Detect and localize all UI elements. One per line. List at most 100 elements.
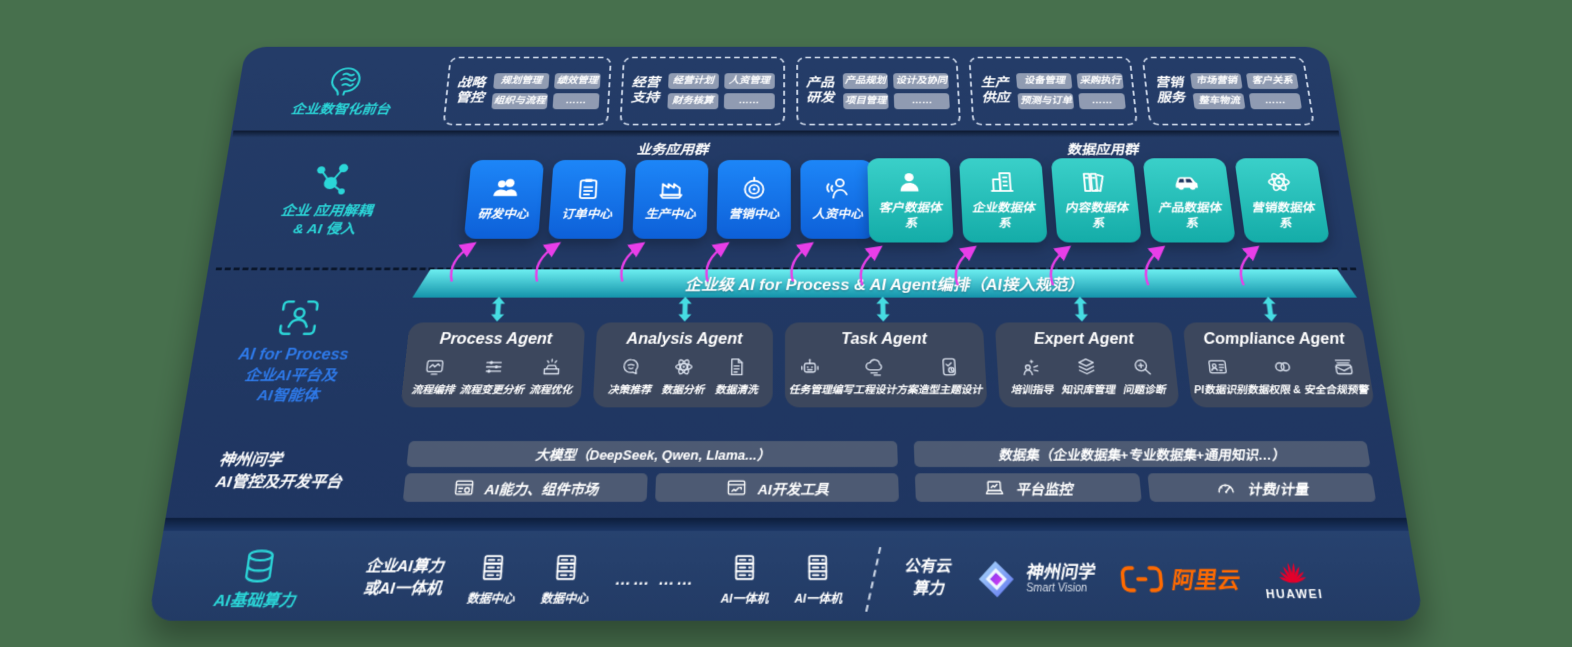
front-group-title: 经营 支持 <box>630 75 661 105</box>
business-group-title: 业务应用群 <box>636 142 709 158</box>
front-item: 设计及协同 <box>893 72 950 89</box>
cell-ai-devtools: AI开发工具 <box>655 473 900 502</box>
agent-card-analysis: Analysis Agent 决策推荐 数据分析 数据清洗 <box>592 296 773 408</box>
front-groups: 战略 管控 规划管理 绩效管理 组织与流程 …… 经营 支持 <box>442 56 1315 126</box>
front-layer: 企业数智化前台 战略 管控 规划管理 绩效管理 组织与流程 …… <box>232 47 1341 131</box>
agent-card-process: Process Agent 流程编排 流程变更分析 流程优化 <box>400 296 586 408</box>
front-item: …… <box>552 92 600 109</box>
person-icon <box>895 170 923 195</box>
app-box-hr-center: 人资中心 <box>800 160 875 239</box>
huawei-logo: HUAWEI <box>1261 557 1324 602</box>
front-item: 规划管理 <box>493 72 550 89</box>
database-icon <box>237 547 281 587</box>
infra-layer: AI基础算力 企业AI算力 或AI一体机 数据中心 数据中心 …… …… AI一… <box>148 530 1424 621</box>
app-box-order-center: 订单中心 <box>548 160 626 239</box>
data-box-content: 内容数据体系 <box>1051 158 1142 242</box>
app-box-marketing-center: 营销中心 <box>716 160 790 239</box>
data-app-group: 客户数据体系 企业数据体系 内容数据体系 <box>867 158 1330 242</box>
front-item: 经营计划 <box>667 72 719 89</box>
platform-label: 神州问学 AI管控及开发平台 <box>214 451 343 492</box>
target-icon <box>740 176 767 201</box>
front-item: 绩效管理 <box>554 72 601 89</box>
ai-platform-label: 企业AI平台及 AI智能体 <box>243 367 338 405</box>
app-box-rd-center: 研发中心 <box>464 160 544 239</box>
app-layer-label: 企业 应用解耦 & AI 侵入 <box>279 203 374 237</box>
magenta-flow-arrow <box>615 240 650 283</box>
front-item: 项目管理 <box>842 92 889 109</box>
cell-ai-capability: AI能力、组件市场 <box>402 473 648 502</box>
magenta-flow-arrow <box>701 240 735 283</box>
dataset-group: 数据集（企业数据集+专业数据集+通用知识…） 平台监控 计费/计量 <box>914 441 1377 502</box>
linked-circles-icon <box>1271 357 1295 378</box>
data-box-product: 产品数据体系 <box>1143 158 1236 242</box>
data-box-customer: 客户数据体系 <box>867 158 953 242</box>
magenta-flow-arrow <box>1137 243 1175 286</box>
front-layer-label: 企业数智化前台 <box>290 102 391 117</box>
atom-icon <box>1264 170 1295 195</box>
front-item: …… <box>1248 92 1302 109</box>
infra-legend: AI基础算力 <box>171 547 342 612</box>
agent-card-task: Task Agent 任务管理 编写工程设计方案 造型主题设计 <box>784 296 988 408</box>
infra-label: AI基础算力 <box>212 591 297 611</box>
cell-billing: 计费/计量 <box>1147 473 1377 502</box>
machine-sparkle-icon <box>541 357 564 378</box>
front-group-title: 营销 服务 <box>1154 75 1186 105</box>
front-group-supply: 生产 供应 设备管理 采购执行 预测与订单 …… <box>968 56 1139 126</box>
scan-person-icon <box>275 298 323 338</box>
updown-arrow-icon <box>875 296 891 322</box>
front-group-marketing: 营销 服务 市场营销 客户关系 整车物流 …… <box>1141 56 1315 126</box>
front-item: 整车物流 <box>1192 92 1246 109</box>
front-group-operation: 经营 支持 经营计划 人资管理 财务核算 …… <box>619 56 785 126</box>
app-box-production-center: 生产中心 <box>632 160 708 239</box>
window-tools-icon <box>726 477 747 498</box>
magenta-flow-arrow <box>949 243 985 286</box>
books-icon <box>1080 170 1109 195</box>
chat-head-icon <box>619 357 641 378</box>
node-appliance-1: AI一体机 <box>720 552 768 606</box>
clipboard-icon <box>574 176 602 201</box>
team-icon <box>491 176 520 201</box>
front-item: 采购执行 <box>1076 72 1124 89</box>
model-bar: 大模型（DeepSeek, Qwen, Llama...） <box>406 441 899 468</box>
business-app-group: 研发中心 订单中心 生产中心 营销中心 <box>464 160 875 239</box>
public-cloud-label: 公有云 算力 <box>903 558 952 599</box>
alibaba-brackets-icon <box>1119 565 1165 594</box>
car-icon <box>1172 170 1202 195</box>
data-group-title: 数据应用群 <box>1066 142 1140 158</box>
building-icon <box>987 170 1016 195</box>
front-group-title: 产品 研发 <box>806 75 835 105</box>
enterprise-compute-label: 企业AI算力 或AI一体机 <box>362 558 445 599</box>
agent-card-compliance: Compliance Agent PI数据识别 数据权限 & 安全 合规预警 <box>1182 296 1376 408</box>
agent-layer: 企业级 AI for Process & AI Agent编排（AI接入规范） … <box>181 267 1390 425</box>
shenzhou-logo: 神州问学 Smart Vision <box>976 559 1096 599</box>
agent-layer-legend: AI for Process 企业AI平台及 AI智能体 <box>185 298 401 407</box>
dashed-divider <box>864 547 882 612</box>
updown-arrow-icon <box>677 296 693 322</box>
robot-icon <box>799 357 820 378</box>
server-icon <box>730 552 759 582</box>
head-brain-icon <box>322 64 366 99</box>
dataset-bar: 数据集（企业数据集+专业数据集+通用知识…） <box>914 441 1371 468</box>
front-group-strategy: 战略 管控 规划管理 绩效管理 组织与流程 …… <box>442 56 612 126</box>
server-icon <box>477 552 508 582</box>
monitor-wave-icon <box>424 357 447 378</box>
app-layer: 企业 应用解耦 & AI 侵入 业务应用群 数据应用群 研发中心 订单中心 <box>209 137 1364 264</box>
document-icon <box>726 357 748 378</box>
node-datacenter-2: 数据中心 <box>540 552 591 606</box>
envelope-icon <box>1331 357 1356 378</box>
front-item: 人资管理 <box>723 72 775 89</box>
agent-cards: Process Agent 流程编排 流程变更分析 流程优化 Analysis … <box>400 296 1376 408</box>
platform-layer: 神州问学 AI管控及开发平台 大模型（DeepSeek, Qwen, Llama… <box>167 426 1405 510</box>
magenta-flow-arrow <box>530 240 567 283</box>
front-item: 预测与订单 <box>1017 92 1075 109</box>
server-icon <box>551 552 582 582</box>
atom-icon <box>673 357 695 378</box>
agent-card-expert: Expert Agent 培训指导 知识库管理 问题诊断 <box>994 296 1180 408</box>
front-item: 设备管理 <box>1016 72 1073 89</box>
layer-divider-deep <box>163 517 1409 531</box>
gauge-icon <box>1214 477 1238 498</box>
ellipsis: …… …… <box>614 569 696 589</box>
front-group-title: 战略 管控 <box>455 75 486 105</box>
ai-for-process-label: AI for Process <box>237 346 350 364</box>
updown-arrow-icon <box>1073 296 1090 322</box>
